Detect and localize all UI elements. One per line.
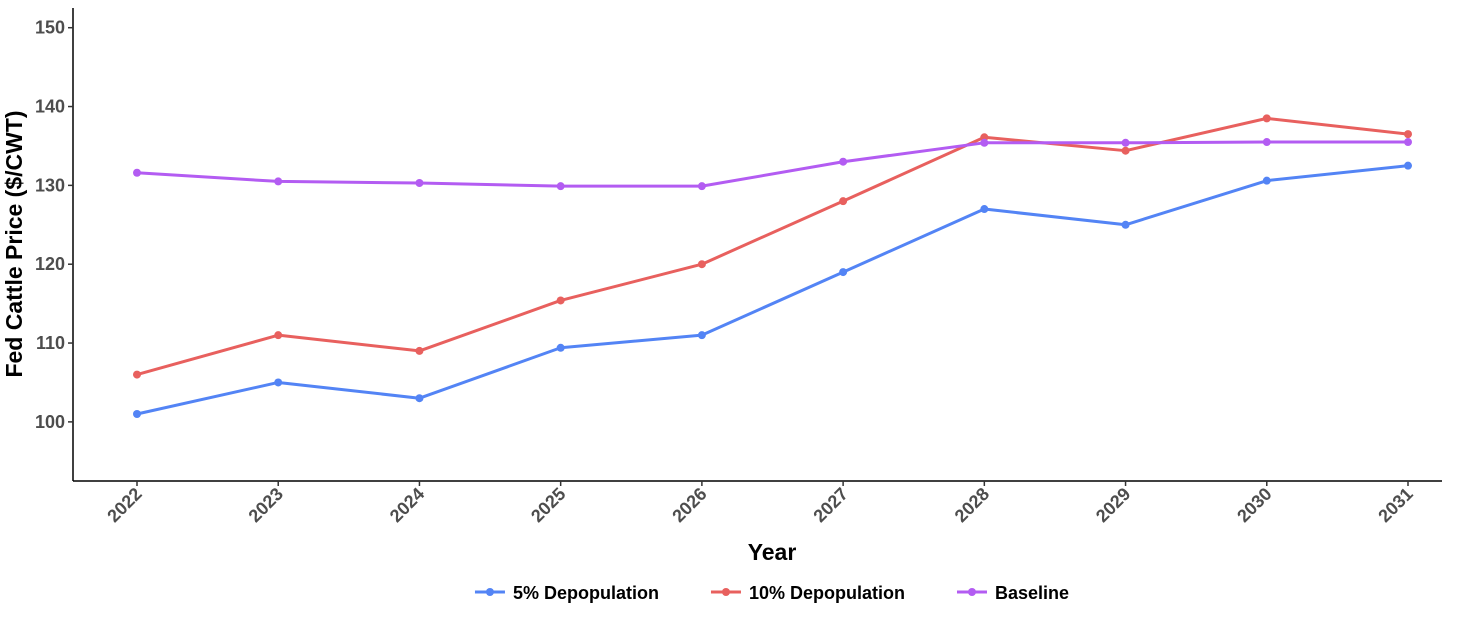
y-tick-label: 140 [35,97,65,117]
legend-label: 5% Depopulation [513,583,659,603]
data-point [556,343,565,352]
data-point [839,157,848,166]
data-point [1121,146,1130,155]
data-point [274,378,283,387]
legend: 5% Depopulation 10% Depopulation Baseline [474,583,1069,603]
legend-key-dot [967,588,976,596]
data-point [274,331,283,340]
y-tick-label: 150 [35,18,65,38]
series-1 [133,114,1412,379]
series-line [135,164,1410,416]
legend-key-dot [721,588,730,596]
data-point [1404,161,1412,170]
series-2 [133,138,1412,191]
legend-key-dot [485,588,494,596]
data-point [556,296,565,305]
data-point [1121,138,1130,147]
data-point [1262,138,1271,147]
data-point [697,331,706,340]
axes [72,8,1442,482]
data-point [1404,138,1412,147]
y-tick-label: 130 [35,175,65,195]
legend-item: 10% Depopulation [710,583,905,603]
legend-label: Baseline [995,583,1069,603]
x-tick-label: 2023 [245,484,287,526]
x-ticks: 2022 2023 2024 2025 2026 2027 2028 2029 2030 2031 [103,481,1417,526]
x-axis-title: Year [748,539,797,565]
x-tick-label: 2030 [1233,484,1275,526]
legend-item: 5% Depopulation [474,583,659,603]
x-tick-label: 2029 [1092,484,1134,526]
data-point [839,268,848,277]
y-ticks: 100 110 120 130 140 150 [35,18,73,432]
data-point [133,168,141,177]
data-point [980,133,989,142]
data-point [1404,130,1412,139]
y-tick-label: 100 [35,412,65,432]
series-group [133,114,1412,418]
x-tick-label: 2031 [1374,484,1416,526]
x-tick-label: 2028 [951,484,993,526]
data-point [697,182,706,191]
data-point [1262,176,1271,185]
data-point [1262,114,1271,123]
data-point [415,179,424,188]
data-point [839,197,848,206]
x-tick-label: 2026 [668,484,710,526]
x-tick-label: 2025 [527,484,569,526]
data-point [980,205,989,214]
series-line [135,116,1410,377]
data-point [697,260,706,269]
series-line [135,140,1410,188]
data-point [1121,220,1130,229]
data-point [556,182,565,191]
legend-label: 10% Depopulation [749,583,905,603]
x-tick-label: 2027 [809,484,851,526]
data-point [133,409,141,418]
data-point [274,177,283,186]
y-tick-label: 120 [35,254,65,274]
data-point [980,138,989,147]
x-tick-label: 2024 [386,484,428,526]
data-point [133,370,141,379]
x-tick-label: 2022 [103,484,145,526]
y-axis-title: Fed Cattle Price ($/CWT) [1,110,27,377]
y-tick-label: 110 [36,333,65,353]
data-point [415,394,424,403]
legend-item: Baseline [956,583,1069,603]
data-point [415,346,424,355]
series-0 [133,161,1412,418]
